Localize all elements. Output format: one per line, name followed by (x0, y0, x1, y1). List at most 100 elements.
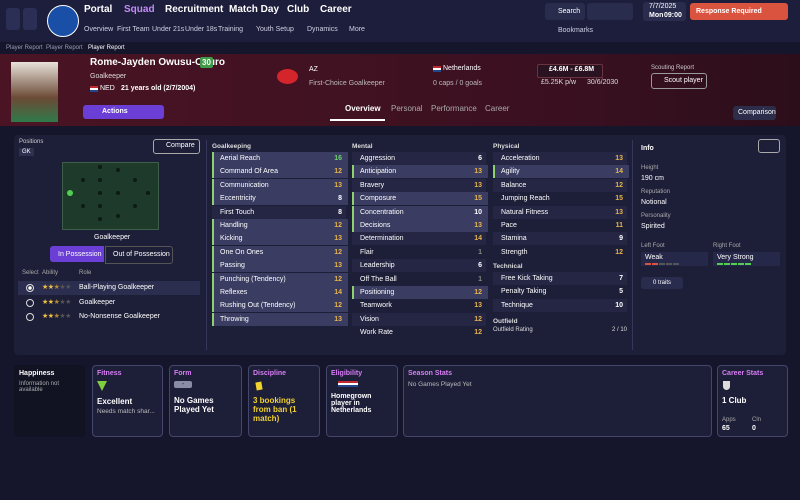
attribute-row (212, 312, 348, 326)
breadcrumb[interactable]: Player Report (46, 45, 83, 51)
attribute-name: Strength (501, 248, 528, 256)
nav-menu[interactable]: Squad (124, 4, 155, 15)
info-button[interactable] (758, 139, 780, 153)
attribute-name: Technique (501, 301, 533, 309)
squad-number: 30 (200, 57, 213, 68)
actions-label[interactable]: Actions (102, 108, 128, 115)
nav-submenu[interactable]: First Team (117, 26, 150, 33)
scout-button[interactable] (651, 73, 707, 89)
pitch-position (98, 178, 102, 182)
career-clubs: 1 Club (722, 396, 747, 405)
alert-box[interactable] (690, 3, 788, 20)
date-box (643, 2, 686, 21)
card (92, 365, 163, 437)
club-badge[interactable] (47, 5, 79, 37)
contract: 30/6/2030 (587, 79, 619, 86)
breadcrumb[interactable]: Player Report (88, 45, 125, 51)
attribute-row (493, 152, 627, 165)
nav-submenu[interactable]: Under 21s (152, 26, 185, 33)
role-radio[interactable] (26, 313, 34, 321)
attribute-name: Command Of Area (220, 168, 278, 176)
attribute-name: Kicking (220, 235, 243, 243)
tab[interactable]: Career (485, 104, 510, 113)
attribute-value: 12 (334, 302, 342, 310)
card (326, 365, 398, 437)
foot-bar (666, 263, 672, 265)
role-header: Select (22, 270, 39, 276)
in-possession[interactable] (50, 246, 104, 262)
attribute-value: 12 (334, 275, 342, 283)
nav-menu[interactable]: Portal (84, 4, 113, 15)
toggle-label[interactable]: Out of Possession (113, 251, 170, 258)
comparison-button[interactable] (733, 106, 776, 120)
career-value: 0 (752, 425, 756, 432)
attribute-row (352, 286, 488, 299)
actions-button[interactable] (83, 105, 164, 119)
back-button[interactable] (6, 8, 20, 30)
compare-label[interactable]: Compare (166, 142, 195, 149)
card-title: Season Stats (408, 370, 452, 377)
traits[interactable]: 0 traits (653, 280, 672, 286)
role-name[interactable]: No-Nonsense Goalkeeper (79, 313, 160, 320)
bookmarks[interactable]: Bookmarks (558, 27, 594, 34)
tab-underline (330, 119, 385, 121)
attribute-name: Stamina (501, 235, 527, 243)
role-name[interactable]: Ball-Playing Goalkeeper (79, 284, 155, 291)
outfield-title: Outfield (493, 318, 518, 325)
tab[interactable]: Personal (391, 104, 423, 113)
outfield-label: Outfield Rating (493, 327, 533, 333)
attribute-row (352, 299, 486, 313)
role-radio[interactable] (26, 284, 34, 292)
scout-label[interactable]: Scout player (664, 77, 703, 84)
nationality: NED (100, 85, 115, 92)
attribute-row (352, 152, 486, 165)
attribute-name: Communication (220, 181, 269, 189)
breadcrumb[interactable]: Player Report (6, 45, 43, 51)
comparison-label[interactable]: Comparison (738, 109, 776, 116)
attribute-value: 13 (474, 302, 482, 310)
tab[interactable]: Performance (431, 104, 477, 113)
pitch-position (98, 191, 102, 195)
role-stars: ★★★★★ (42, 284, 71, 291)
foot-bar (724, 263, 730, 265)
alert[interactable]: Response Required (696, 8, 762, 15)
role-header: Role (79, 270, 92, 276)
nav-menu[interactable]: Match Day (229, 4, 280, 15)
search-label[interactable]: Search (558, 8, 581, 15)
nav-menu[interactable]: Career (320, 4, 352, 15)
attribute-row (493, 165, 629, 179)
pitch-position (133, 178, 137, 182)
out-possession[interactable] (105, 246, 173, 264)
nav-submenu[interactable]: Under 18s (185, 26, 218, 33)
pitch-label: Goalkeeper (94, 234, 131, 241)
attribute-value: 12 (474, 329, 482, 337)
compare-button[interactable] (153, 139, 200, 154)
attribute-name: Flair (360, 248, 374, 256)
traits-box[interactable] (641, 277, 683, 289)
nav-submenu[interactable]: Overview (84, 26, 114, 33)
career-label: Apps (722, 417, 736, 423)
column-divider (632, 140, 633, 350)
nav-submenu[interactable]: Training (218, 26, 244, 33)
attribute-value: 8 (338, 195, 342, 203)
nav-submenu[interactable]: Youth Setup (256, 26, 294, 33)
forward-button[interactable] (23, 8, 37, 30)
role-radio[interactable] (26, 298, 34, 307)
card (717, 365, 788, 437)
attribute-row (212, 219, 348, 232)
icon-buttons[interactable] (587, 3, 633, 20)
card-text: 3 bookings from ban (1 match) (253, 396, 297, 423)
nav-submenu[interactable]: Dynamics (307, 26, 338, 33)
tab[interactable]: Overview (345, 104, 381, 113)
role-name[interactable]: Goalkeeper (79, 298, 116, 306)
search-box[interactable] (545, 3, 585, 20)
card-title: Eligibility (331, 370, 363, 377)
nav-submenu[interactable]: More (349, 26, 365, 33)
attribute-value: 12 (334, 248, 342, 256)
role-stars: ★★★★★ (42, 313, 71, 320)
nav-menu[interactable]: Recruitment (165, 4, 224, 15)
attribute-name: Positioning (360, 289, 395, 296)
toggle-label[interactable]: In Possession (58, 251, 102, 258)
nav-menu[interactable]: Club (287, 4, 310, 15)
attribute-row (493, 245, 627, 259)
